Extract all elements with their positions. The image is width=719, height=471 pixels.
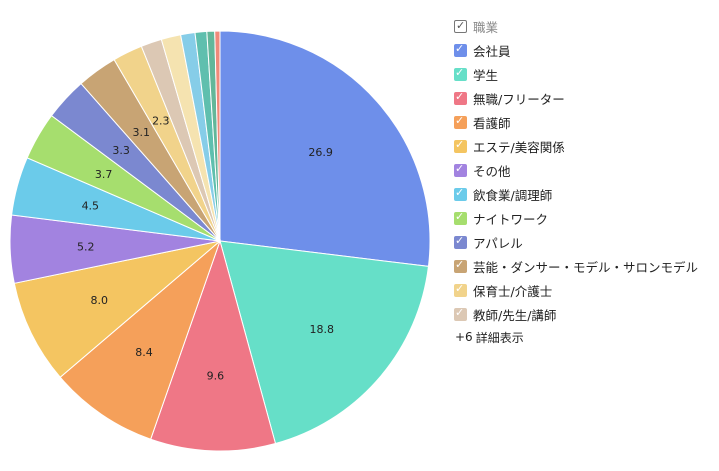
- legend-label: 保育士/介護士: [473, 283, 553, 299]
- legend-item[interactable]: 会社員: [454, 38, 716, 62]
- checkbox-icon[interactable]: [454, 305, 467, 321]
- legend-item[interactable]: 学生: [454, 62, 716, 86]
- legend-label: 会社員: [473, 43, 511, 59]
- checkbox-icon[interactable]: [454, 89, 467, 105]
- legend-label: 飲食業/調理師: [473, 187, 553, 203]
- checkbox-icon[interactable]: [454, 185, 467, 201]
- legend-label: アパレル: [473, 235, 523, 251]
- checkbox-icon[interactable]: [454, 161, 467, 177]
- slice-value-label: 3.7: [95, 168, 113, 181]
- checkbox-icon[interactable]: [454, 113, 467, 129]
- slice-value-label: 3.3: [112, 144, 130, 157]
- checkbox-icon[interactable]: [454, 209, 467, 225]
- legend-label: 学生: [473, 67, 499, 83]
- checkbox-icon[interactable]: [454, 65, 467, 81]
- legend-title: 職業: [473, 19, 499, 35]
- legend-label: その他: [473, 163, 511, 179]
- legend-item[interactable]: 看護師: [454, 110, 716, 134]
- legend-label: 教師/先生/講師: [473, 307, 557, 323]
- checkbox-icon[interactable]: [454, 137, 467, 153]
- legend-items: 会社員学生無職/フリーター看護師エステ/美容関係その他飲食業/調理師ナイトワーク…: [454, 38, 716, 326]
- legend: 職業 会社員学生無職/フリーター看護師エステ/美容関係その他飲食業/調理師ナイト…: [454, 14, 716, 348]
- legend-item[interactable]: ナイトワーク: [454, 206, 716, 230]
- slice-value-label: 8.4: [135, 346, 153, 359]
- legend-item[interactable]: 芸能・ダンサー・モデル・サロンモデル: [454, 254, 716, 278]
- legend-label: 看護師: [473, 115, 511, 131]
- slice-value-label: 4.5: [82, 200, 100, 213]
- slice-value-label: 5.2: [77, 240, 95, 253]
- legend-item[interactable]: 無職/フリーター: [454, 86, 716, 110]
- show-more-link[interactable]: +6 詳細表示: [454, 326, 716, 348]
- legend-item[interactable]: エステ/美容関係: [454, 134, 716, 158]
- legend-item[interactable]: その他: [454, 158, 716, 182]
- slice-value-label: 9.6: [207, 369, 225, 382]
- slice-value-label: 8.0: [90, 294, 108, 307]
- legend-item[interactable]: 保育士/介護士: [454, 278, 716, 302]
- pie-slice[interactable]: [59, 239, 222, 440]
- legend-label: ナイトワーク: [473, 211, 549, 227]
- pie-slice[interactable]: [219, 240, 430, 445]
- legend-label: 芸能・ダンサー・モデル・サロンモデル: [473, 259, 699, 275]
- checkbox-icon[interactable]: [454, 41, 467, 57]
- pie-slice[interactable]: [13, 240, 221, 378]
- checkbox-icon[interactable]: [454, 233, 467, 249]
- slice-value-label: 3.1: [133, 126, 151, 139]
- legend-item[interactable]: 教師/先生/講師: [454, 302, 716, 326]
- checkbox-icon[interactable]: [454, 257, 467, 273]
- pie-slice[interactable]: [214, 30, 221, 242]
- slice-value-label: 18.8: [309, 323, 334, 336]
- legend-item[interactable]: 飲食業/調理師: [454, 182, 716, 206]
- more-text: 詳細表示: [475, 330, 524, 345]
- legend-title-row[interactable]: 職業: [454, 14, 716, 38]
- legend-label: エステ/美容関係: [473, 139, 565, 155]
- pie-slice[interactable]: [219, 30, 431, 267]
- legend-item[interactable]: アパレル: [454, 230, 716, 254]
- slice-value-label: 26.9: [308, 146, 333, 159]
- checkbox-icon[interactable]: [454, 281, 467, 297]
- legend-label: 無職/フリーター: [473, 91, 565, 107]
- pie-slice[interactable]: [150, 239, 277, 452]
- slice-value-label: 2.3: [152, 114, 170, 127]
- more-count: +6: [455, 330, 473, 344]
- checkbox-icon[interactable]: [454, 18, 467, 34]
